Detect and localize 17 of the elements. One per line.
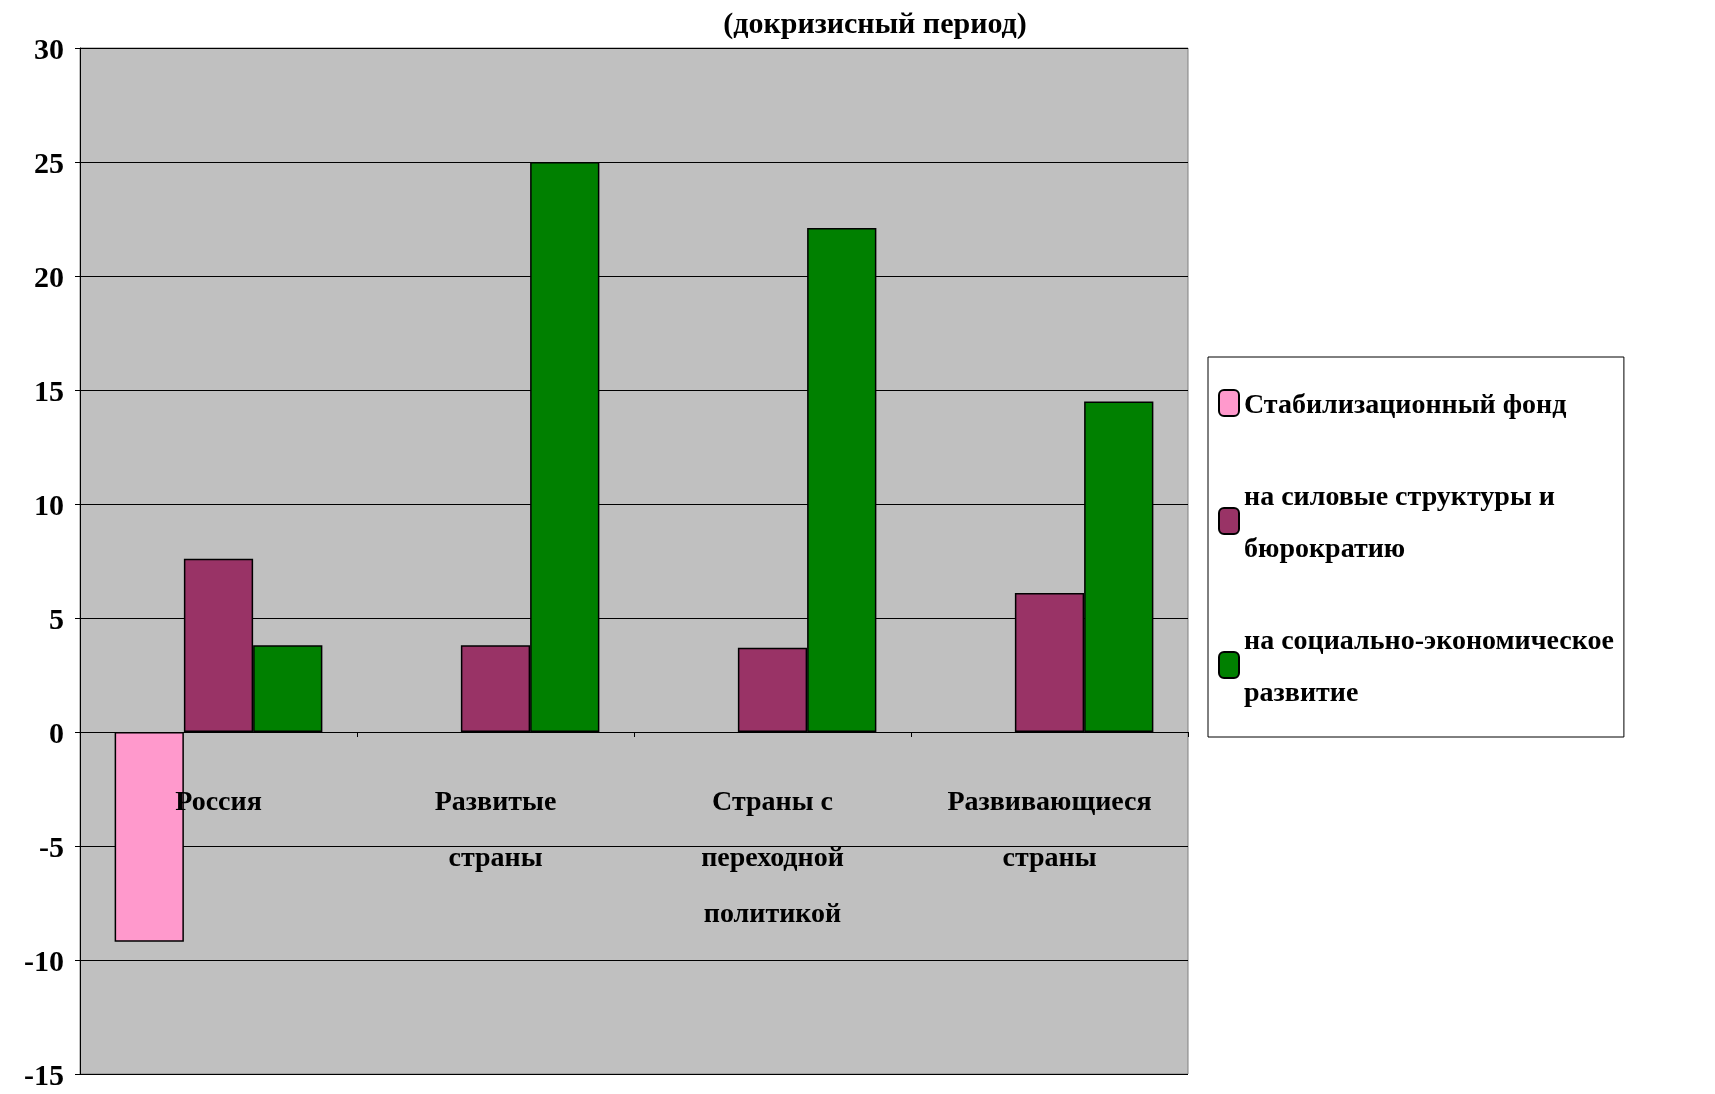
y-tick-label: 15: [34, 373, 64, 407]
y-tick-label: 30: [34, 31, 64, 65]
y-tick-label: 25: [34, 145, 64, 179]
y-tick-label: 5: [49, 601, 64, 635]
chart-title: (докризисный период): [723, 5, 1027, 40]
legend-label: на социально-экономическое развитие: [1244, 623, 1614, 707]
legend-label: Стабилизационный фонд: [1244, 387, 1567, 419]
x-tick-label: Страны с переходной политикой: [701, 784, 844, 928]
y-tick-label: 20: [34, 259, 64, 293]
x-tick-label: Развитые страны: [434, 784, 557, 872]
y-tick-label: 0: [49, 715, 64, 749]
y-tick-label: -10: [24, 943, 64, 977]
x-tick-label: Развивающиеся страны: [947, 784, 1152, 872]
legend-label: на силовые структуры и бюрократию: [1244, 479, 1555, 563]
y-tick-label: -5: [39, 829, 64, 863]
y-tick-label: -15: [24, 1057, 64, 1091]
y-tick-label: 10: [34, 487, 64, 521]
